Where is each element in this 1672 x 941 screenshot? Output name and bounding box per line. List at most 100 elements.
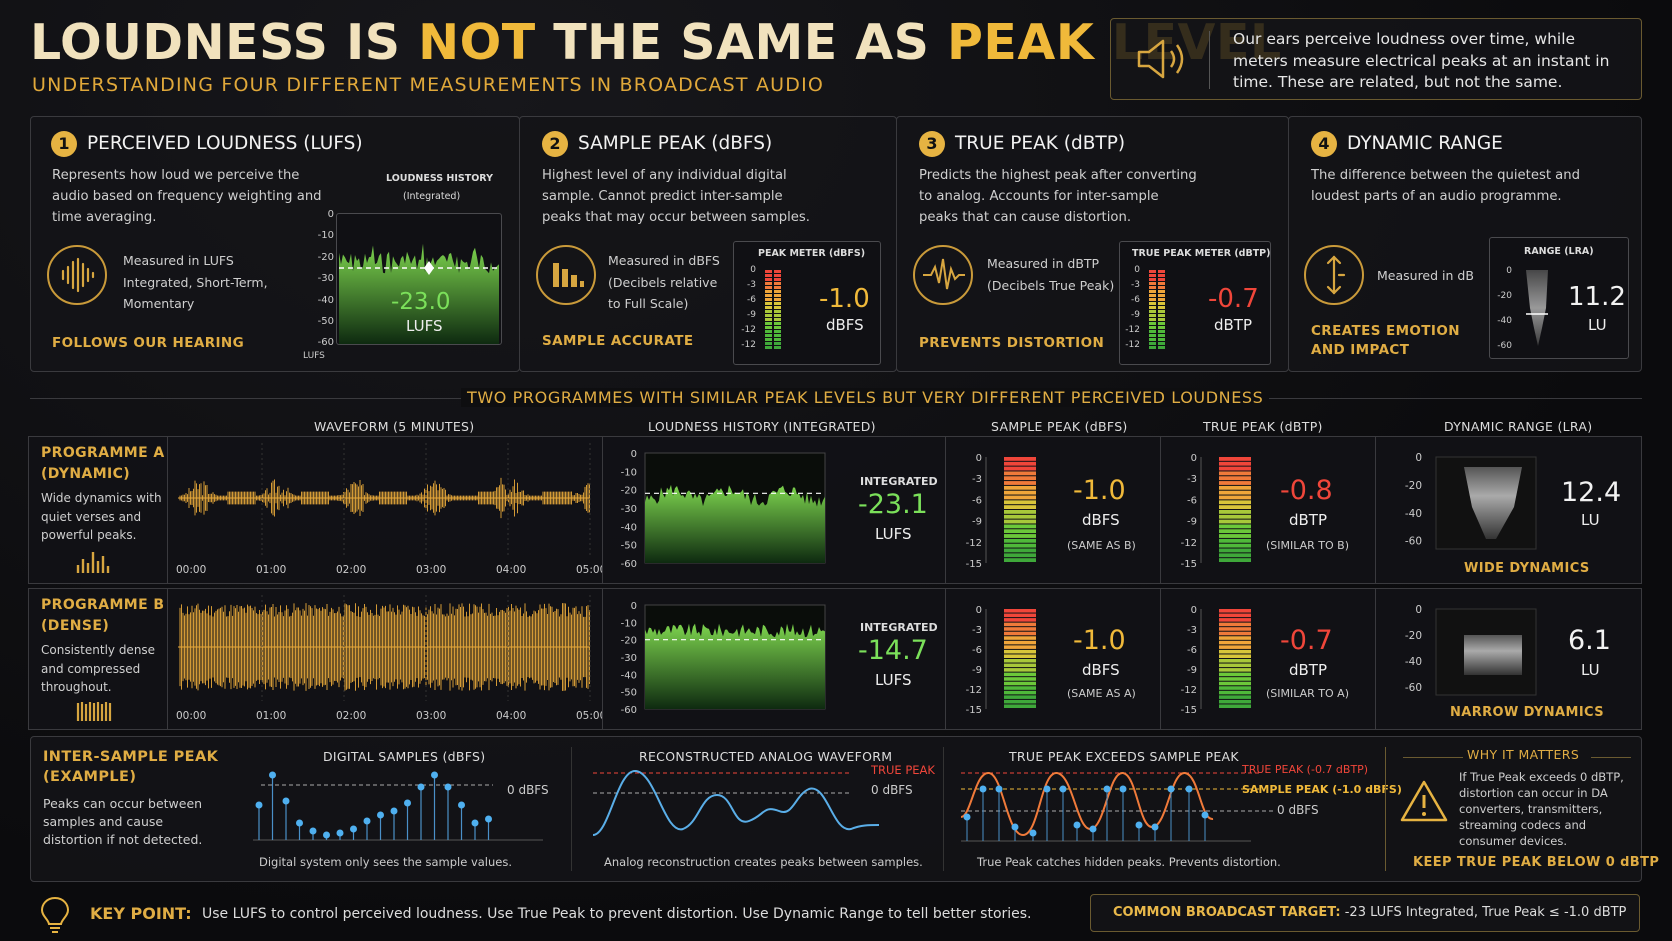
- peak-tick: -9: [972, 517, 982, 528]
- loudness-tick: -40: [621, 522, 637, 533]
- time-tick: 05:00: [576, 710, 602, 722]
- programme-b-true-peak: 0 -3 -6 -9 -12 -15 -0.7 dBTP (SIMILAR TO A): [1160, 588, 1376, 730]
- programme-description: Consistently dense and compressed throug…: [41, 643, 156, 694]
- peak-tick: -6: [972, 645, 982, 656]
- lra-tick: -20: [1405, 630, 1422, 642]
- peak-tick: -12: [1181, 685, 1197, 696]
- loudness-tick: -50: [621, 541, 637, 552]
- axis-tick: 0: [1506, 266, 1512, 276]
- programme-a-dynamic-range: 0 -20 -40 -60 12.4 LU WIDE DYNAMICS: [1375, 436, 1642, 584]
- zero-dbfs-label: 0 dBFS: [1277, 803, 1319, 817]
- keep-true-peak-tag: KEEP TRUE PEAK BELOW 0 dBTP: [1413, 855, 1660, 870]
- lra-value: 12.4: [1561, 477, 1622, 508]
- programme-a-loudness: 0 -10 -20 -30 -40 -50 -60 INTEGRATED -23.1 LUF…: [602, 436, 946, 584]
- inter-sample-peak-panel: INTER-SAMPLE PEAK (EXAMPLE) Peaks can oc…: [30, 736, 1659, 882]
- isp-subtitle: (EXAMPLE): [43, 769, 137, 785]
- true-peak-note: (SIMILAR TO B): [1266, 539, 1350, 552]
- sample-peak-value: -1.0: [819, 284, 870, 314]
- peak-tick: 0: [1191, 605, 1197, 616]
- analog-waveform-caption: Analog reconstruction creates peaks betw…: [604, 855, 923, 869]
- card-tag: SAMPLE ACCURATE: [542, 333, 694, 349]
- isp-description: Peaks can occur between samples and caus…: [43, 796, 203, 847]
- measured-description: (Decibels True Peak): [987, 278, 1115, 293]
- sample-peak-note: (SAME AS B): [1067, 539, 1136, 552]
- sample-peak-line-label: SAMPLE PEAK (-1.0 dBFS): [1242, 783, 1402, 796]
- card-description: Represents how loud we perceive the audi…: [52, 168, 322, 225]
- meter-title: PEAK METER (dBFS): [758, 248, 866, 259]
- card-sample-peak: 2 SAMPLE PEAK (dBFS) Highest level of any…: [519, 116, 897, 372]
- axis-tick: -20: [317, 252, 334, 263]
- sample-peak-value: -1.0: [1073, 625, 1126, 656]
- true-peak-meter-bar: [1146, 270, 1168, 350]
- integrated-lufs-value: -14.7: [858, 635, 928, 666]
- analog-waveform-plot: [592, 769, 880, 836]
- card-dynamic-range: 4 DYNAMIC RANGE The difference between th…: [1288, 116, 1642, 372]
- true-peak-line-label: TRUE PEAK (-0.7 dBTP): [1242, 763, 1369, 776]
- isp-title: INTER-SAMPLE PEAK: [43, 749, 219, 765]
- programme-a-sample-peak: 0 -3 -6 -9 -12 -15 -1.0 dBFS (SAME AS B): [945, 436, 1161, 584]
- peak-tick: -9: [1187, 665, 1197, 676]
- programme-a-waveform: 00:00 01:00 02:00 03:00 04:00 05:00: [167, 436, 606, 584]
- axis-tick: -6: [747, 295, 756, 305]
- true-peak-value: -0.7: [1208, 284, 1259, 314]
- column-header: TRUE PEAK (dBTP): [1203, 419, 1323, 434]
- time-tick: 04:00: [496, 564, 526, 576]
- lra-value: 11.2: [1568, 282, 1626, 312]
- why-it-matters-title: WHY IT MATTERS: [1467, 747, 1580, 762]
- programme-b-sample-peak: 0 -3 -6 -9 -12 -15 -1.0 dBFS (SAME AS A): [945, 588, 1161, 730]
- loudness-tick: -60: [621, 705, 637, 716]
- peak-tick: -12: [966, 685, 982, 696]
- peak-tick: 0: [976, 605, 982, 616]
- card-title: 2 SAMPLE PEAK (dBFS): [542, 131, 772, 157]
- waveform-icon: [47, 245, 107, 305]
- step-number: 3: [919, 131, 945, 157]
- loudness-tick: -20: [621, 486, 637, 497]
- waveform-plot: 00:00 01:00 02:00 03:00 04:00 05:00: [176, 443, 606, 576]
- divider: [1591, 757, 1631, 758]
- peak-tick: -6: [1187, 645, 1197, 656]
- axis-tick: -40: [1497, 316, 1512, 326]
- axis-tick: -50: [317, 316, 334, 327]
- programme-description: Wide dynamics with quiet verses and powe…: [41, 491, 162, 542]
- loudness-tick: -10: [621, 467, 637, 478]
- peak-tick: -15: [966, 705, 982, 716]
- peak-tick: -3: [1187, 474, 1197, 485]
- axis-tick: -10: [317, 230, 334, 241]
- lra-unit: LU: [1581, 661, 1600, 679]
- true-peak-unit: dBTP: [1289, 511, 1328, 529]
- time-tick: 03:00: [416, 564, 446, 576]
- time-tick: 02:00: [336, 564, 366, 576]
- measured-unit: Measured in LUFS: [123, 253, 234, 268]
- page-title: LOUDNESS IS NOT THE SAME AS PEAK LEVEL: [30, 14, 1281, 71]
- lra-tick: -60: [1405, 536, 1422, 548]
- peak-meter: PEAK METER (dBFS) 0 -3 -6 -9 -12 -12 -1.…: [733, 241, 881, 365]
- loudness-history-graph: [339, 243, 499, 344]
- dense-bars-icon: [76, 702, 112, 721]
- axis-tick: 0: [1134, 265, 1140, 275]
- measured-unit: Measured in dB: [1377, 268, 1474, 283]
- warning-icon: [1400, 780, 1448, 822]
- lra-tag: WIDE DYNAMICS: [1464, 561, 1590, 576]
- programme-b-label: PROGRAMME B (DENSE) Consistently dense a…: [28, 588, 168, 730]
- peak-tick: -3: [972, 474, 982, 485]
- step-number: 2: [542, 131, 568, 157]
- card-tag: FOLLOWS OUR HEARING: [52, 335, 245, 351]
- time-tick: 04:00: [496, 710, 526, 722]
- card-tag: CREATES EMOTION: [1311, 323, 1460, 339]
- peak-tick: -15: [966, 559, 982, 570]
- measured-unit: Measured in dBFS: [608, 253, 720, 268]
- column-header: WAVEFORM (5 MINUTES): [314, 419, 475, 434]
- axis-tick: -9: [747, 310, 756, 320]
- card-perceived-loudness: 1 PERCEIVED LOUDNESS (LUFS) Represents ho…: [30, 116, 520, 372]
- digital-samples-caption: Digital system only sees the sample valu…: [259, 855, 513, 869]
- meter-title: TRUE PEAK METER (dBTP): [1132, 248, 1271, 259]
- loudness-tick: -20: [621, 636, 637, 647]
- lra-tick: 0: [1415, 452, 1422, 464]
- divider: [1385, 747, 1386, 871]
- true-peak-unit: dBTP: [1214, 316, 1253, 334]
- axis-tick: -6: [1131, 295, 1140, 305]
- range-arrows-icon: [1304, 245, 1364, 305]
- card-title: 4 DYNAMIC RANGE: [1311, 131, 1503, 157]
- lufs-unit: LUFS: [406, 317, 443, 335]
- loudness-history-plot: 0 -10 -20 -30 -40 -50 -60: [621, 449, 826, 570]
